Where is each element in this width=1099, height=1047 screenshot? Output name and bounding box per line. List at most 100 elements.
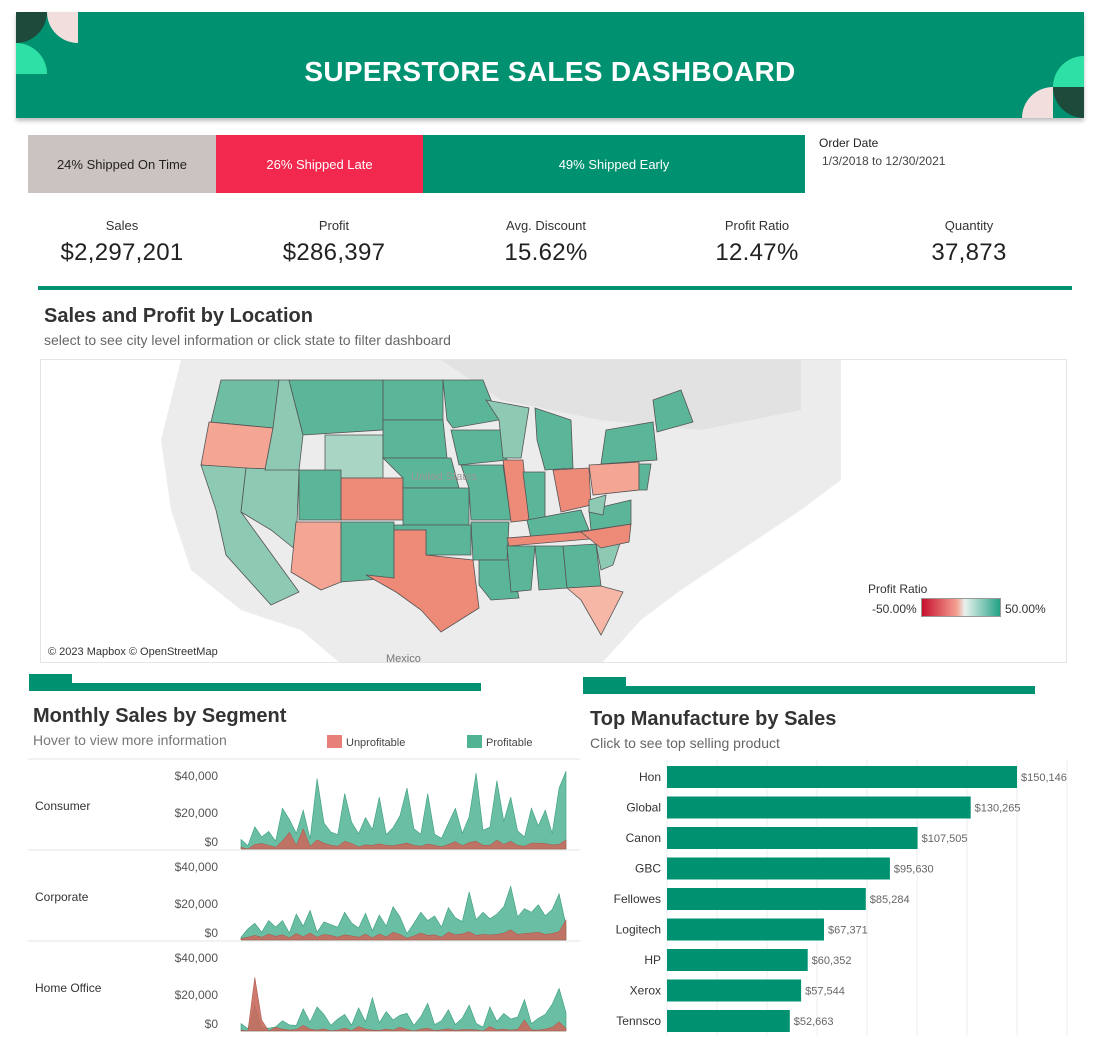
state-south-dakota[interactable]	[382, 419, 448, 459]
state-new-york[interactable]	[600, 421, 658, 465]
kpi-label: Profit	[318, 218, 350, 233]
state-mississippi[interactable]	[506, 545, 536, 593]
manufacturer-bar[interactable]	[667, 949, 808, 971]
kpi-value: 37,873	[931, 239, 1007, 266]
manufacturer-chart-title: Top Manufacture by Sales	[590, 708, 837, 730]
state-georgia[interactable]	[562, 543, 602, 589]
manufacturer-bar[interactable]	[667, 1010, 790, 1032]
unprofitable-area-corporate[interactable]	[240, 918, 567, 941]
state-arkansas[interactable]	[470, 521, 510, 561]
segment-label-consumer: Consumer	[35, 799, 91, 813]
state-shapes[interactable]	[200, 379, 694, 636]
profitable-area-consumer[interactable]	[240, 771, 567, 850]
shipped-late-segment[interactable]: 26% Shipped Late	[216, 135, 423, 193]
legend-min-label: -50.00%	[872, 602, 917, 616]
state-arizona[interactable]	[290, 521, 342, 591]
kpi-profit-ratio: Profit Ratio 12.47%	[657, 218, 857, 267]
manufacturer-bar[interactable]	[667, 766, 1017, 788]
manufacturer-bar-chart[interactable]: Hon $150,146 Global $130,265 Canon $107,505 GB…	[585, 760, 1090, 1040]
manufacturer-bar[interactable]	[667, 857, 890, 880]
state-north-dakota[interactable]	[382, 379, 444, 421]
kpi-value: $286,397	[282, 239, 386, 266]
manufacturer-chart-subtitle: Click to see top selling product	[590, 735, 780, 751]
manufacturer-label: Fellowes	[614, 892, 661, 906]
canada-land	[441, 360, 801, 430]
state-washington[interactable]	[210, 379, 280, 429]
state-west-virginia[interactable]	[588, 494, 607, 516]
state-new-jersey[interactable]	[638, 463, 652, 491]
segment-label-corporate: Corporate	[35, 890, 89, 904]
state-kansas[interactable]	[402, 487, 470, 526]
country-label-us: United States	[411, 471, 478, 483]
manufacturer-value-label: $107,505	[922, 833, 968, 845]
kpi-quantity: Quantity 37,873	[869, 218, 1069, 267]
state-montana[interactable]	[288, 379, 384, 436]
us-map-canvas[interactable]: United States Mexico	[41, 360, 1067, 663]
y-tick-label: $0	[204, 926, 218, 940]
y-tick-label: $20,000	[174, 988, 218, 1002]
state-new-mexico[interactable]	[340, 521, 395, 583]
manufacturer-bar[interactable]	[667, 888, 866, 910]
state-minnesota[interactable]	[442, 379, 500, 429]
state-wisconsin[interactable]	[485, 399, 530, 459]
state-new-england[interactable]	[652, 389, 694, 433]
manufacturer-bar[interactable]	[667, 796, 971, 819]
manufacturer-bar[interactable]	[667, 827, 918, 849]
state-pennsylvania[interactable]	[588, 461, 640, 496]
segment-area-chart[interactable]	[28, 755, 580, 1047]
dashboard-header: SUPERSTORE SALES DASHBOARD	[16, 12, 1084, 118]
section-divider	[583, 686, 1035, 694]
shipped-early-segment[interactable]: 49% Shipped Early	[423, 135, 805, 193]
header-decor-shape	[1022, 87, 1053, 118]
profitable-area-corporate[interactable]	[240, 885, 567, 941]
manufacturer-value-label: $95,630	[894, 864, 934, 876]
manufacturer-label: Logitech	[616, 923, 661, 937]
header-decor-shape	[16, 12, 47, 43]
state-texas[interactable]	[365, 529, 480, 633]
manufacturer-label: Global	[626, 801, 661, 815]
order-date-range[interactable]: 1/3/2018 to 12/30/2021	[822, 154, 946, 168]
state-utah[interactable]	[298, 469, 342, 521]
state-florida[interactable]	[565, 585, 624, 636]
manufacturer-bar[interactable]	[667, 979, 802, 1002]
state-oregon[interactable]	[200, 421, 274, 471]
profitable-area-home-office[interactable]	[240, 987, 567, 1032]
y-tick-label: $0	[204, 835, 218, 849]
country-label-mexico: Mexico	[386, 653, 421, 663]
state-alabama[interactable]	[534, 545, 568, 591]
y-tick-label: $0	[204, 1017, 218, 1031]
legend-swatch-unprofitable	[327, 735, 342, 748]
map-legend-title: Profit Ratio	[868, 582, 928, 596]
state-kentucky[interactable]	[526, 509, 590, 539]
kpi-sales: Sales $2,297,201	[22, 218, 222, 267]
state-missouri[interactable]	[460, 464, 512, 521]
kpi-label: Profit Ratio	[724, 218, 790, 233]
shipped-on-time-segment[interactable]: 24% Shipped On Time	[28, 135, 216, 193]
manufacturer-label: GBC	[635, 862, 661, 876]
manufacturer-value-label: $150,146	[1021, 772, 1067, 784]
legend-label-profitable[interactable]: Profitable	[486, 737, 533, 749]
unprofitable-area-consumer[interactable]	[240, 828, 567, 850]
legend-swatch-profitable	[467, 735, 482, 748]
segment-chart-title: Monthly Sales by Segment	[33, 705, 287, 727]
legend-max-label: 50.00%	[1005, 602, 1046, 616]
kpi-profit: Profit $286,397	[234, 218, 434, 267]
kpi-label: Sales	[105, 218, 139, 233]
state-iowa[interactable]	[450, 429, 508, 466]
kpi-value: 15.62%	[504, 239, 588, 266]
state-michigan[interactable]	[534, 407, 574, 471]
state-colorado[interactable]	[340, 477, 404, 521]
shipping-status-bar: 24% Shipped On Time 26% Shipped Late 49%…	[28, 135, 805, 193]
segment-chart-subtitle: Hover to view more information	[33, 732, 227, 748]
manufacturer-value-label: $57,544	[805, 986, 845, 998]
us-map[interactable]: United States Mexico	[40, 359, 1067, 663]
manufacturer-bar[interactable]	[667, 918, 824, 941]
section-divider	[38, 286, 1072, 290]
legend-label-unprofitable[interactable]: Unprofitable	[346, 737, 406, 749]
y-tick-label: $40,000	[174, 951, 218, 965]
section-divider	[29, 683, 481, 691]
manufacturer-value-label: $67,371	[828, 925, 868, 937]
kpi-avg-discount: Avg. Discount 15.62%	[446, 218, 646, 267]
map-title: Sales and Profit by Location	[44, 305, 313, 327]
unprofitable-area-home-office[interactable]	[240, 977, 567, 1032]
